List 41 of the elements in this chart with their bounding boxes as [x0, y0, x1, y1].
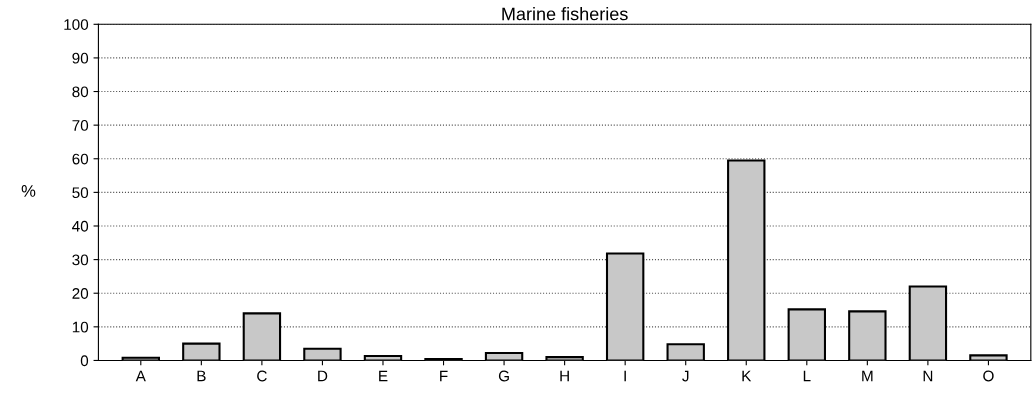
y-tick-label: 60	[72, 153, 89, 165]
x-tick-label: J	[682, 370, 689, 382]
bar	[242, 312, 282, 361]
bar	[303, 347, 342, 361]
bar	[908, 285, 948, 361]
x-tick-label: M	[862, 370, 873, 382]
y-tick-label: 100	[64, 19, 89, 30]
y-axis-title: %	[21, 185, 36, 197]
y-tick-label: 40	[72, 220, 89, 232]
y-tick-label: 10	[72, 321, 89, 333]
bar	[727, 159, 766, 361]
x-tick-label: K	[742, 370, 752, 382]
x-tick-label: E	[379, 370, 388, 382]
x-tick-label: L	[803, 370, 811, 382]
chart-title: Marine fisheries	[502, 7, 628, 21]
y-tick-label: 50	[72, 187, 89, 199]
x-tick-label: N	[923, 370, 933, 382]
x-tick-label: G	[498, 370, 509, 382]
y-tick-label: 30	[72, 254, 89, 266]
x-tick-label: D	[318, 370, 328, 382]
bar	[605, 252, 645, 361]
bar	[484, 352, 524, 361]
x-tick-label: C	[257, 370, 267, 382]
x-tick-label: F	[440, 370, 448, 382]
y-tick-label: 90	[72, 52, 89, 64]
x-tick-label: H	[560, 370, 569, 382]
bar	[969, 354, 1008, 361]
y-tick-label: 20	[72, 288, 89, 299]
bar	[363, 355, 403, 361]
bar	[182, 342, 221, 361]
bar	[666, 343, 705, 361]
y-tick-label: 70	[72, 120, 89, 131]
bar	[545, 356, 584, 361]
x-tick-label: O	[983, 370, 994, 382]
bar	[787, 308, 827, 361]
bar	[848, 310, 887, 361]
y-tick-label: 80	[72, 86, 89, 98]
y-tick-label: 0	[80, 355, 89, 367]
x-tick-label: I	[624, 370, 626, 382]
x-tick-label: A	[135, 370, 146, 382]
x-tick-label: B	[197, 370, 206, 382]
